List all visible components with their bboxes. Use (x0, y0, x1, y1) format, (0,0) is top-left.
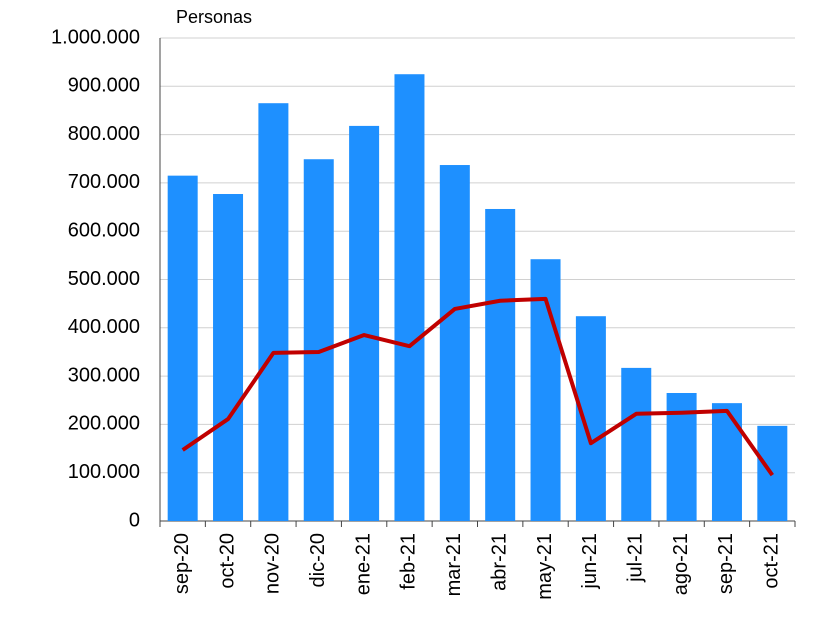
y-tick-label: 300.000 (68, 364, 140, 386)
x-tick-label: may-21 (534, 533, 556, 600)
x-tick-label: jun-21 (579, 533, 601, 590)
y-tick-label: 1.000.000 (51, 26, 140, 48)
bar (394, 74, 425, 521)
x-tick-label: nov-20 (262, 533, 284, 594)
x-tick-label: ene-21 (352, 533, 374, 595)
x-tick-label: oct-20 (216, 533, 238, 589)
bar (349, 125, 380, 521)
y-tick-label: 200.000 (68, 413, 140, 435)
bar (485, 208, 516, 521)
y-tick-label: 700.000 (68, 171, 140, 193)
bar (711, 403, 742, 521)
bar (258, 103, 289, 521)
y-tick-label: 800.000 (68, 123, 140, 145)
x-tick-label: abr-21 (488, 533, 510, 591)
bar (167, 175, 198, 521)
x-tick-label: dic-20 (307, 533, 329, 587)
bar (575, 316, 606, 521)
line (181, 296, 774, 477)
y-tick-label: 400.000 (68, 316, 140, 338)
y-tick-label: 600.000 (68, 219, 140, 241)
bar (213, 194, 244, 521)
bar (439, 165, 470, 522)
x-tick-label: mar-21 (443, 533, 465, 596)
y-tick-label: 100.000 (68, 461, 140, 483)
x-tick-label: ago-21 (670, 533, 692, 595)
x-tick-label: oct-21 (761, 533, 783, 589)
y-tick-label: 900.000 (68, 75, 140, 97)
bar (303, 159, 334, 521)
y-axis-label: Personas (176, 7, 252, 27)
y-tick-label: 500.000 (68, 268, 140, 290)
x-tick-label: sep-20 (171, 533, 193, 594)
x-tick-label: feb-21 (398, 533, 420, 590)
y-tick-label: 0 (129, 509, 140, 531)
x-tick-label: sep-21 (715, 533, 737, 594)
bar (621, 367, 652, 521)
x-tick-label: jul-21 (625, 533, 647, 583)
